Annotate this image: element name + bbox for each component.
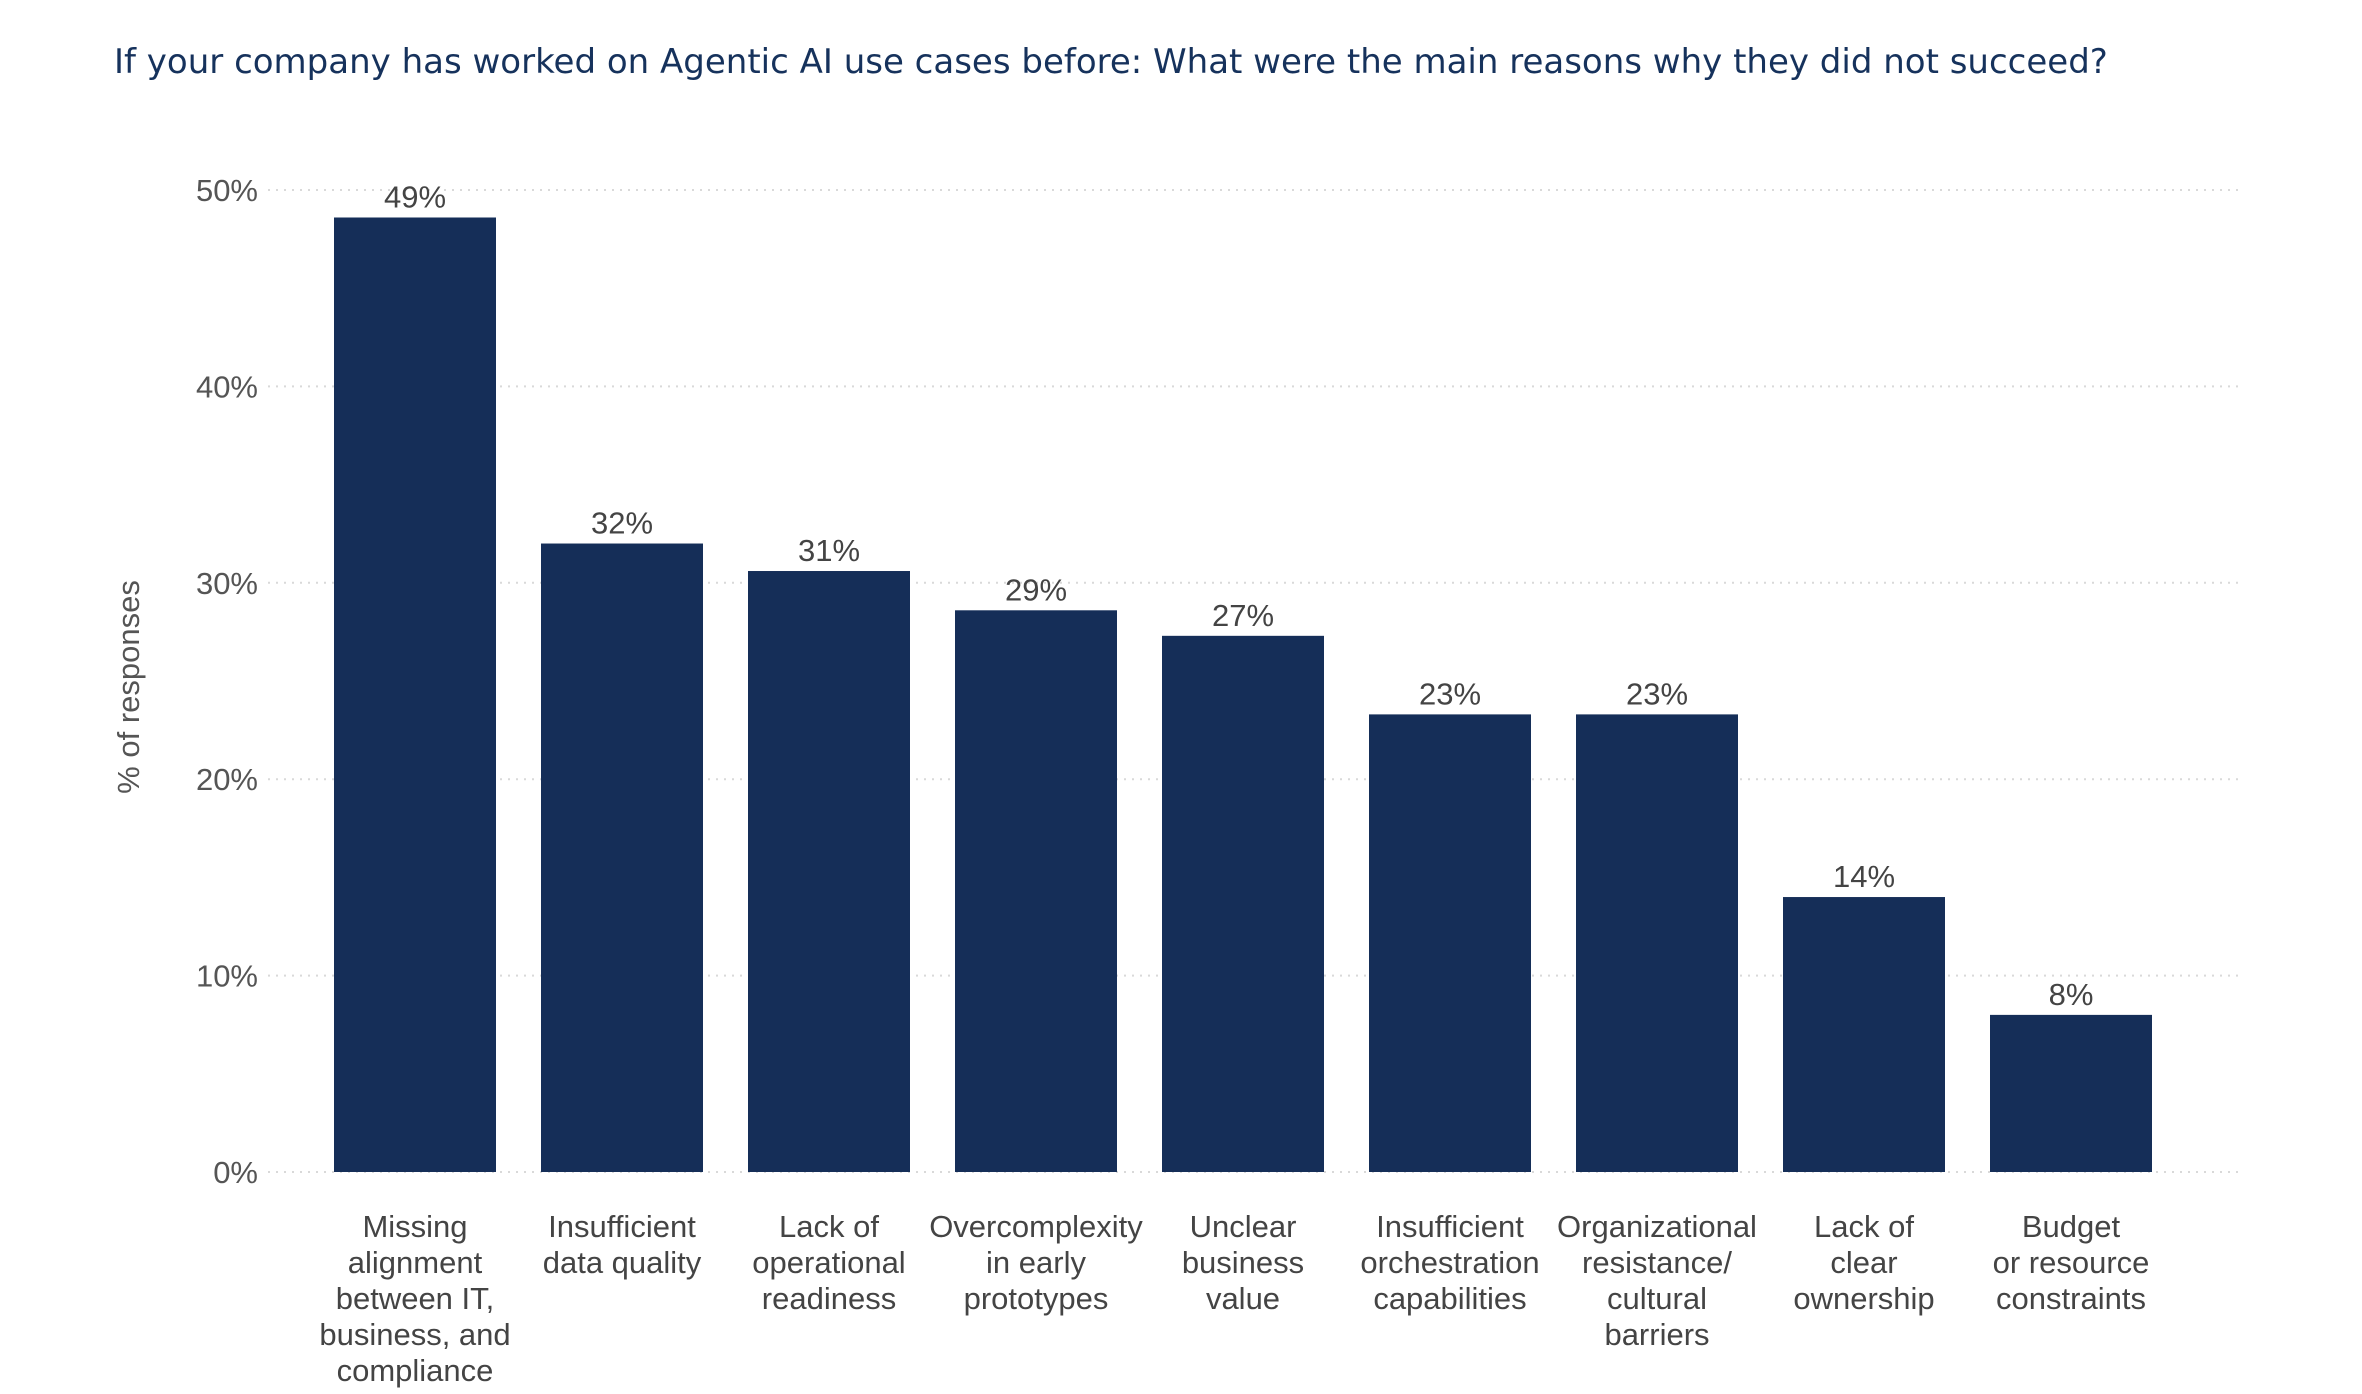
bar <box>1369 714 1531 1172</box>
x-category-label-line: Unclear <box>1190 1209 1297 1244</box>
x-category-label-line: in early <box>986 1245 1086 1280</box>
data-label: 29% <box>1005 572 1067 607</box>
chart-title: If your company has worked on Agentic AI… <box>114 42 2108 82</box>
y-tick-label: 0% <box>213 1155 258 1190</box>
x-category-label-line: data quality <box>543 1245 702 1280</box>
x-category-label: Lack of operational readiness <box>752 1209 905 1316</box>
x-category-label: Lack of clear ownership <box>1793 1209 1934 1316</box>
data-label: 49% <box>384 179 446 214</box>
bar <box>1576 714 1738 1172</box>
y-axis-ticks: 0% 10% 20% 30% 40% 50% <box>196 173 258 1190</box>
bar <box>1783 897 1945 1172</box>
bar <box>334 217 496 1173</box>
x-category-label: Organizational resistance/cultural barrier… <box>1557 1209 1757 1352</box>
x-category-label-line: readiness <box>762 1281 896 1316</box>
x-category-label-line: Organizational <box>1557 1209 1757 1244</box>
x-category-label-line: business <box>1182 1245 1304 1280</box>
x-category-label-line: value <box>1206 1281 1280 1316</box>
y-tick-label: 10% <box>196 959 258 994</box>
x-category-label-line: operational <box>752 1245 905 1280</box>
x-category-label-line: or resource <box>1993 1245 2150 1280</box>
data-label: 8% <box>2049 977 2094 1012</box>
x-category-label-line: Insufficient <box>548 1209 696 1244</box>
x-category-label-line: alignment <box>348 1245 483 1280</box>
y-tick-label: 20% <box>196 762 258 797</box>
x-category-label: Overcomplexity in early prototypes <box>929 1209 1143 1316</box>
data-label: 14% <box>1833 859 1895 894</box>
x-category-label: Budget or resource constraints <box>1993 1209 2150 1316</box>
bar <box>1162 635 1324 1172</box>
x-category-label-line: barriers <box>1604 1317 1709 1352</box>
x-category-label-line: orchestration <box>1360 1245 1539 1280</box>
x-category-label-line: between IT, <box>336 1281 495 1316</box>
x-category-label-line: business, and <box>319 1317 510 1352</box>
x-category-label: Insufficient orchestration capabilities <box>1360 1209 1539 1316</box>
x-category-label-line: Lack of <box>1814 1209 1914 1244</box>
x-category-label-line: prototypes <box>964 1281 1109 1316</box>
bar <box>1990 1014 2152 1172</box>
x-category-label-line: capabilities <box>1373 1281 1526 1316</box>
y-axis-label: % of responses <box>111 580 146 794</box>
x-category-label: Insufficient data quality <box>543 1209 702 1280</box>
x-axis-categories: Missing alignment between IT, business, and… <box>319 1209 2149 1388</box>
x-category-label-line: Budget <box>2022 1209 2121 1244</box>
x-category-label-line: ownership <box>1793 1281 1934 1316</box>
x-category-label-line: resistance/ <box>1582 1245 1732 1280</box>
y-tick-label: 30% <box>196 566 258 601</box>
bar <box>541 543 703 1172</box>
bars <box>334 217 2152 1173</box>
data-label: 31% <box>798 533 860 568</box>
y-tick-label: 40% <box>196 369 258 404</box>
x-category-label-line: Overcomplexity <box>929 1209 1143 1244</box>
data-labels: 49% 32% 31% 29% 27% 23% 23% 14% 8% <box>384 179 2093 1011</box>
x-category-label-line: cultural <box>1607 1281 1707 1316</box>
x-category-label: Missing alignment between IT, business, and… <box>319 1209 510 1388</box>
x-category-label-line: Lack of <box>779 1209 879 1244</box>
x-category-label-line: constraints <box>1996 1281 2146 1316</box>
x-category-label-line: clear <box>1830 1245 1897 1280</box>
data-label: 27% <box>1212 598 1274 633</box>
x-category-label-line: Insufficient <box>1376 1209 1524 1244</box>
data-label: 23% <box>1626 676 1688 711</box>
x-category-label: Unclear business value <box>1182 1209 1304 1316</box>
y-tick-label: 50% <box>196 173 258 208</box>
bar <box>748 571 910 1172</box>
data-label: 32% <box>591 506 653 541</box>
x-category-label-line: Missing <box>362 1209 467 1244</box>
x-category-label-line: compliance <box>337 1353 494 1388</box>
bar <box>955 610 1117 1172</box>
data-label: 23% <box>1419 676 1481 711</box>
